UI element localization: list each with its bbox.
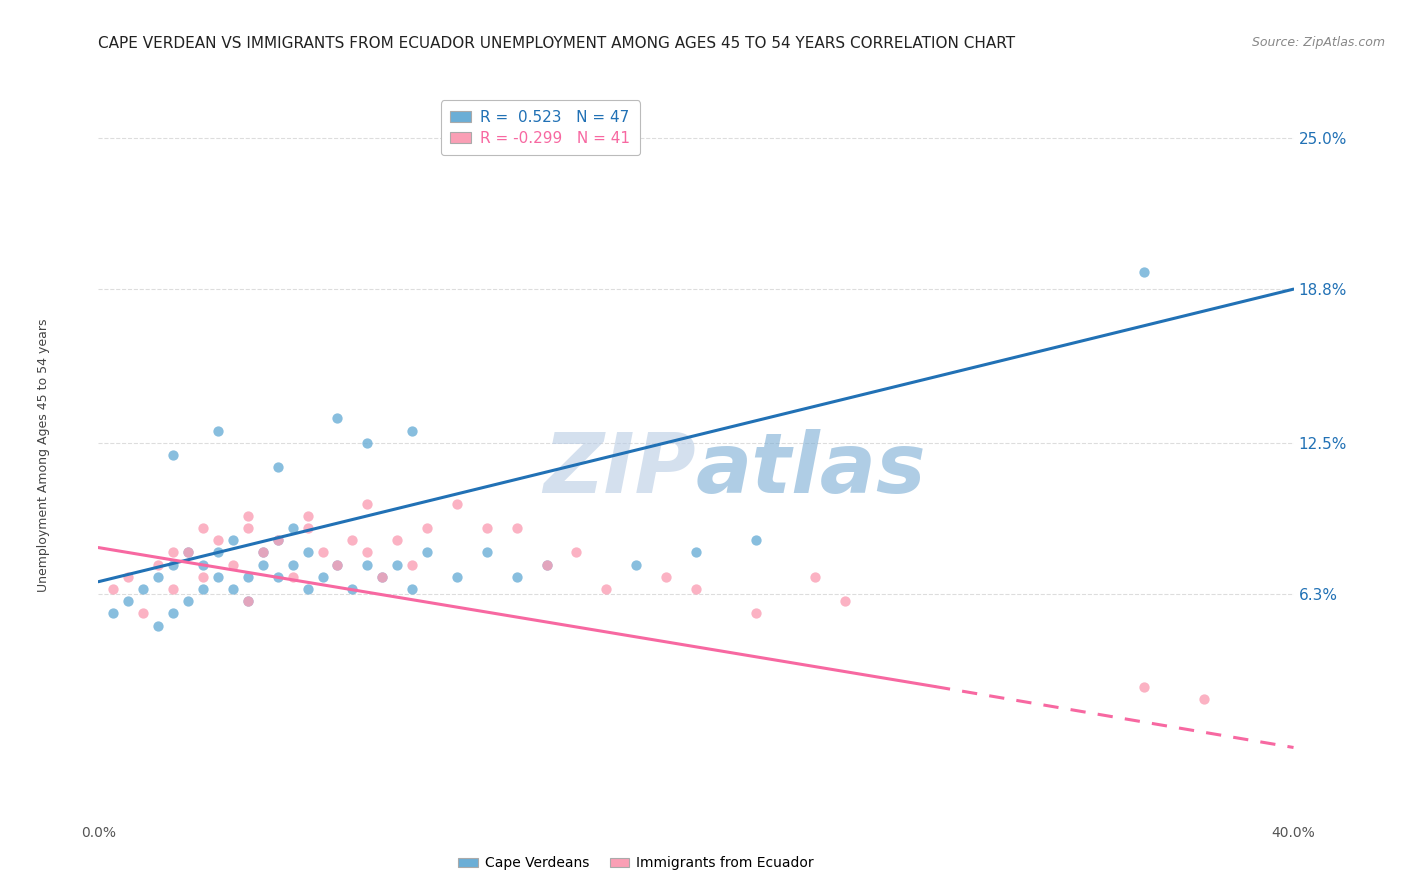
Point (385, 558, 409, 572)
Point (804, 570, 827, 584)
Point (446, 570, 468, 584)
Point (565, 545, 588, 559)
Legend: Cape Verdeans, Immigrants from Ecuador: Cape Verdeans, Immigrants from Ecuador (453, 851, 820, 876)
Y-axis label: Unemployment Among Ages 45 to 54 years: Unemployment Among Ages 45 to 54 years (37, 318, 49, 591)
Point (536, 558, 558, 572)
Point (148, 618, 170, 632)
Point (177, 545, 200, 559)
Point (685, 545, 707, 559)
Point (177, 594, 200, 608)
Point (162, 582, 184, 596)
Point (162, 558, 184, 572)
Point (103, 582, 125, 596)
Point (252, 558, 274, 572)
Point (536, 558, 558, 572)
Point (191, 582, 214, 596)
Point (132, 582, 155, 596)
Text: atlas: atlas (696, 429, 927, 510)
Point (162, 545, 184, 559)
Point (506, 570, 529, 584)
Point (595, 582, 617, 596)
Point (207, 570, 229, 584)
Point (148, 558, 170, 572)
Point (252, 545, 274, 559)
Point (371, 570, 394, 584)
Point (297, 545, 319, 559)
Text: Source: ZipAtlas.com: Source: ZipAtlas.com (1251, 36, 1385, 49)
Point (356, 545, 378, 559)
Point (236, 594, 259, 608)
Point (297, 521, 319, 535)
Point (745, 607, 768, 621)
Point (311, 570, 333, 584)
Point (356, 497, 378, 511)
Point (506, 521, 529, 535)
Point (1133, 265, 1156, 279)
Text: CAPE VERDEAN VS IMMIGRANTS FROM ECUADOR UNEMPLOYMENT AMONG AGES 45 TO 54 YEARS C: CAPE VERDEAN VS IMMIGRANTS FROM ECUADOR … (98, 36, 1015, 51)
Point (834, 594, 856, 608)
Point (207, 424, 229, 438)
Point (191, 558, 214, 572)
Point (222, 582, 245, 596)
Point (132, 607, 155, 621)
Point (356, 558, 378, 572)
Point (207, 545, 229, 559)
Point (356, 435, 378, 450)
Point (236, 521, 259, 535)
Point (191, 521, 214, 535)
Point (177, 545, 200, 559)
Point (326, 558, 349, 572)
Point (162, 607, 184, 621)
Point (236, 570, 259, 584)
Point (685, 582, 707, 596)
Point (207, 533, 229, 548)
Point (117, 570, 139, 584)
Point (222, 533, 245, 548)
Point (236, 594, 259, 608)
Point (267, 533, 290, 548)
Point (297, 508, 319, 523)
Point (252, 545, 274, 559)
Point (267, 570, 290, 584)
Point (326, 558, 349, 572)
Point (311, 545, 333, 559)
Point (475, 521, 498, 535)
Point (222, 558, 245, 572)
Point (191, 570, 214, 584)
Point (103, 607, 125, 621)
Point (326, 411, 349, 425)
Point (416, 545, 439, 559)
Point (281, 570, 304, 584)
Point (162, 448, 184, 462)
Point (745, 533, 768, 548)
Point (401, 582, 423, 596)
Point (401, 558, 423, 572)
Point (416, 521, 439, 535)
Point (1192, 691, 1215, 706)
Point (401, 424, 423, 438)
Point (371, 570, 394, 584)
Point (148, 570, 170, 584)
Point (281, 521, 304, 535)
Point (624, 558, 647, 572)
Text: ZIP: ZIP (543, 429, 696, 510)
Point (297, 582, 319, 596)
Point (655, 570, 678, 584)
Point (117, 594, 139, 608)
Point (342, 533, 364, 548)
Point (475, 545, 498, 559)
Point (281, 558, 304, 572)
Point (446, 497, 468, 511)
Point (1133, 680, 1156, 694)
Point (267, 460, 290, 475)
Point (267, 533, 290, 548)
Point (385, 533, 409, 548)
Point (236, 508, 259, 523)
Point (342, 582, 364, 596)
